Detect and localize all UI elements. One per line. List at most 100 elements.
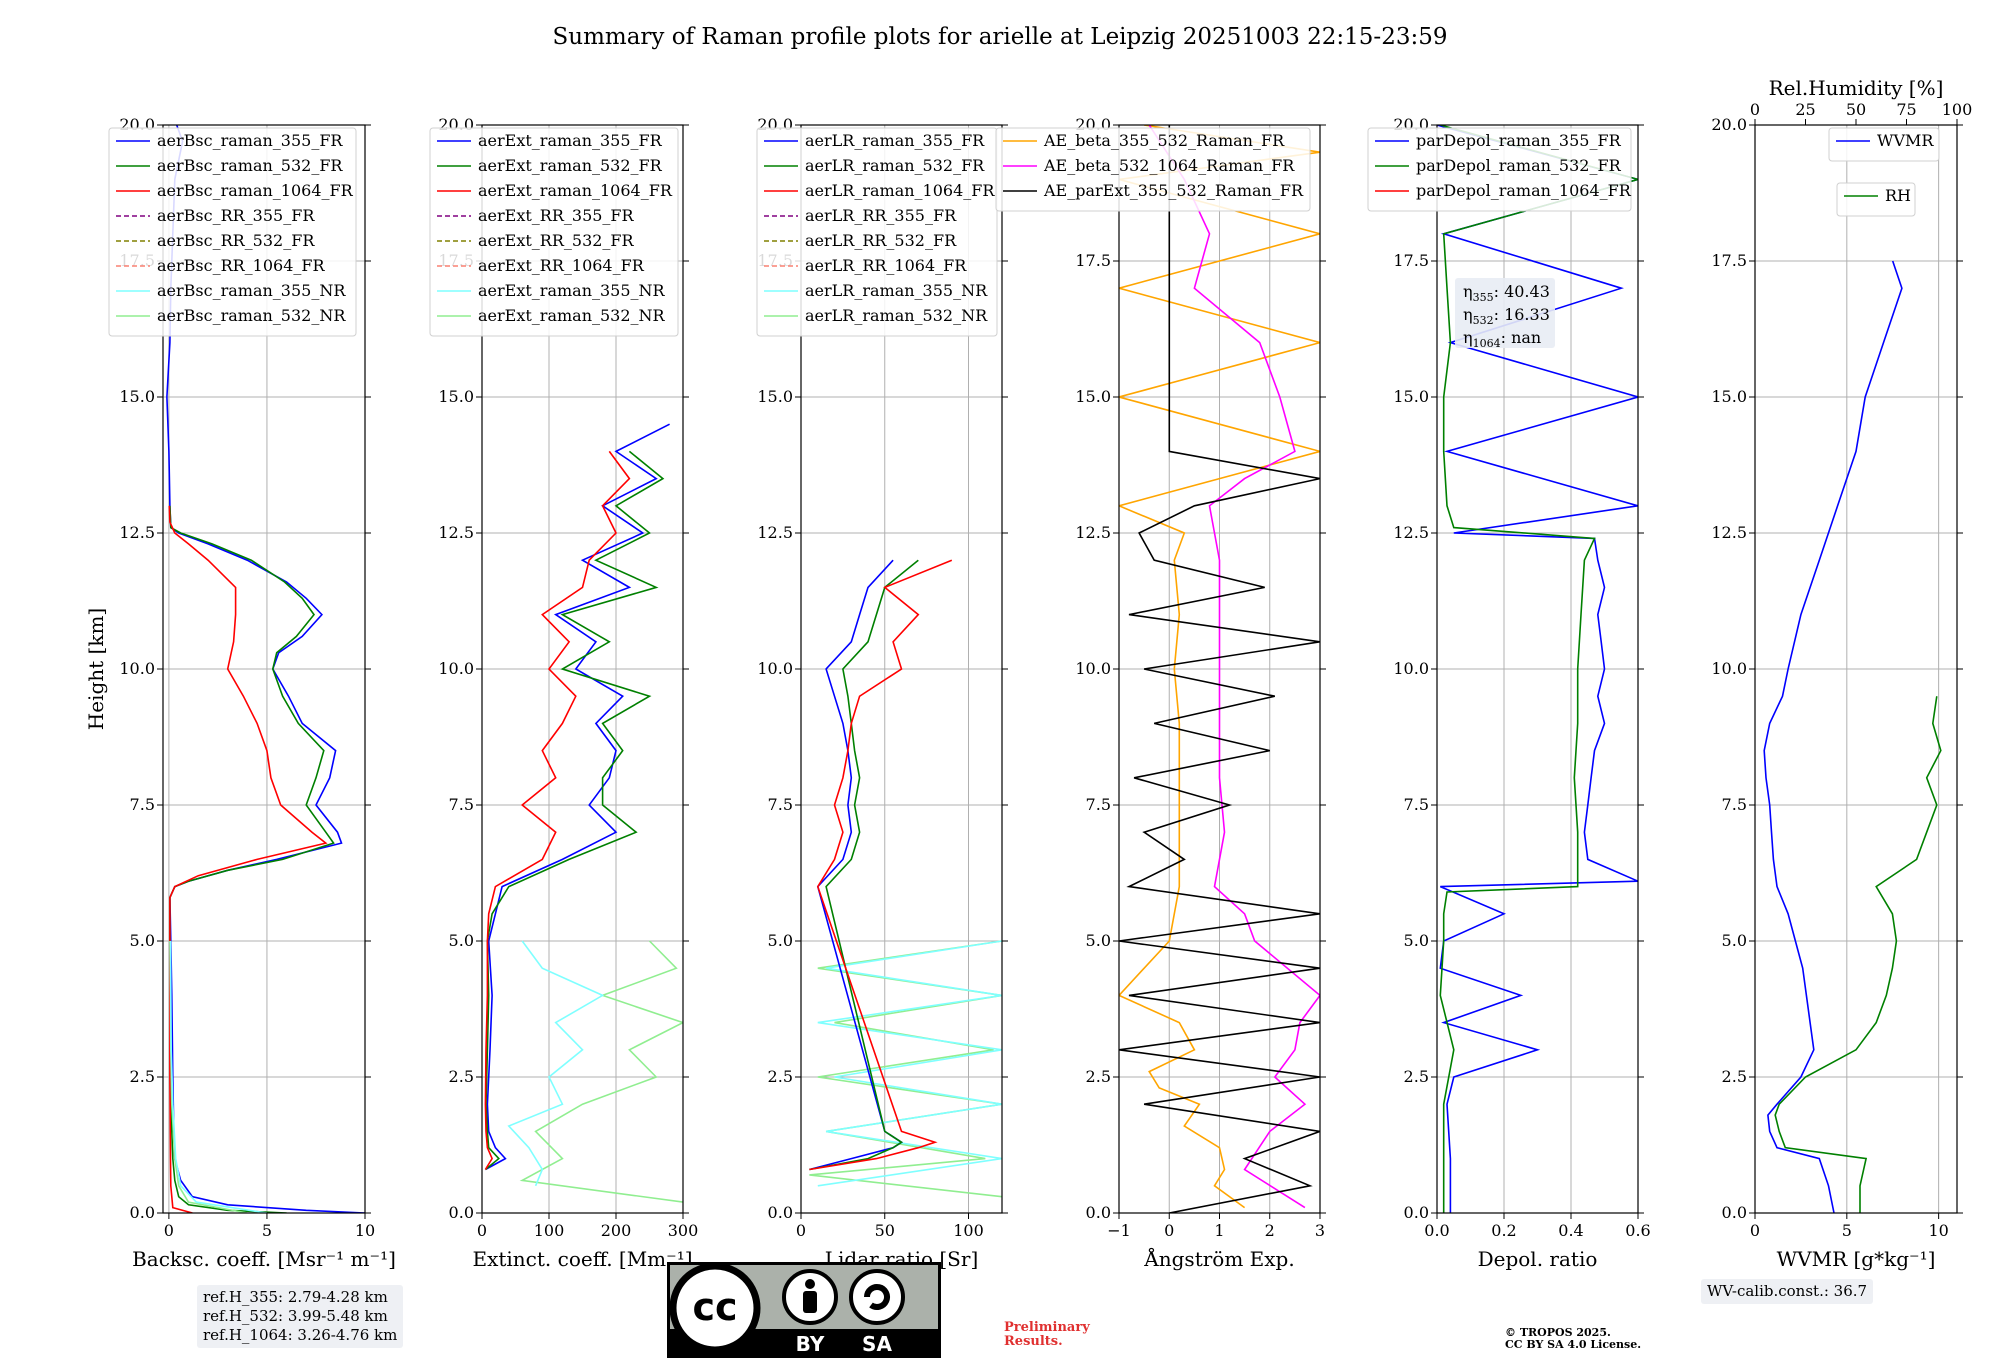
cc-logo-icon: cc — [692, 1285, 737, 1329]
top-tick-label: 100 — [1942, 100, 1973, 119]
legend-label: aerBsc_RR_1064_FR — [157, 256, 326, 275]
y-tick-label: 10.0 — [438, 659, 474, 678]
series-aerBsc_raman_1064_FR — [168, 505, 328, 1213]
legend-label: aerExt_RR_1064_FR — [478, 256, 645, 275]
y-tick-label: 15.0 — [438, 387, 474, 406]
y-tick-label: 10.0 — [1711, 659, 1747, 678]
y-tick-label: 15.0 — [1393, 387, 1429, 406]
x-tick-label: 200 — [601, 1221, 632, 1240]
x-tick-label: 3 — [1315, 1221, 1325, 1240]
y-tick-label: 10.0 — [119, 659, 155, 678]
legend-label: AE_parExt_355_532_Raman_FR — [1043, 181, 1304, 200]
series-aerExt_raman_1064_FR — [484, 450, 631, 1170]
preliminary-line-2: Results. — [1004, 1334, 1063, 1349]
series-aerExt_raman_355_FR — [485, 423, 670, 1171]
panel-dep: 0.0 0.2 0.4 0.6 Depol. ratio 0.0 2.5 5.0 7.5 10.0… — [1367, 115, 1651, 1271]
y-tick-label: 15.0 — [1711, 387, 1747, 406]
ref-height-532: ref.H_532: 3.99-5.48 km — [203, 1307, 388, 1325]
series-parDepol_raman_355_FR — [1437, 125, 1638, 1213]
panel-wv: 0 5 10 WVMR [g*kg⁻¹] 0.0 2.5 5.0 7.5 10.0 12.5 15.… — [1711, 76, 1972, 1271]
legend-label: aerLR_raman_532_FR — [805, 156, 985, 175]
legend: AE_beta_355_532_Raman_FR AE_beta_532_1064… — [995, 127, 1311, 212]
x-tick-label: 0 — [477, 1221, 487, 1240]
copyright-note: © TROPOS 2025. CC BY SA 4.0 License. — [1505, 1327, 1641, 1351]
top-axis-label: Rel.Humidity [%] — [1769, 76, 1944, 100]
x-tick-label: 2 — [1265, 1221, 1275, 1240]
legend-label: aerExt_RR_355_FR — [478, 206, 635, 225]
legend-frame — [1828, 127, 1940, 162]
copyright-line-2: CC BY SA 4.0 License. — [1505, 1338, 1642, 1351]
y-tick-label: 5.0 — [1722, 931, 1747, 950]
x-axis-label: WVMR [g*kg⁻¹] — [1777, 1247, 1936, 1271]
series-aerLR_raman_532_NR — [809, 940, 1002, 1198]
cc-by-sa-badge: cc BY SA — [667, 1262, 941, 1362]
y-tick-label: 17.5 — [1711, 251, 1747, 270]
legend: aerBsc_raman_355_FR aerBsc_raman_532_FRae… — [108, 127, 357, 337]
series-aerBsc_raman_355_NR — [169, 940, 268, 1213]
legend-frame — [429, 127, 679, 337]
series-aerLR_raman_1064_FR — [809, 559, 953, 1171]
series-RH — [1774, 696, 1942, 1213]
y-tick-label: 0.0 — [449, 1203, 474, 1222]
x-tick-label: 0 — [1164, 1221, 1174, 1240]
x-tick-label: 0.2 — [1491, 1221, 1516, 1240]
series-WVMR — [1763, 260, 1903, 1213]
series-aerExt_raman_532_NR — [519, 940, 683, 1203]
preliminary-line-1: Preliminary — [1004, 1320, 1090, 1335]
series-aerLR_raman_532_FR — [809, 559, 919, 1171]
legend-frame — [1836, 182, 1916, 217]
legend-label: parDepol_raman_1064_FR — [1416, 181, 1632, 200]
series-parDepol_raman_532_FR — [1439, 125, 1638, 1213]
x-tick-label: 0 — [796, 1221, 806, 1240]
y-tick-label: 5.0 — [1404, 931, 1429, 950]
series-aerExt_raman_532_FR — [484, 450, 665, 1171]
legend-label: aerExt_RR_532_FR — [478, 231, 635, 250]
eta-line: η355: 40.43 — [1463, 282, 1550, 304]
top-tick-label: 50 — [1846, 100, 1866, 119]
legend-label: aerBsc_raman_532_NR — [157, 306, 346, 325]
y-tick-label: 12.5 — [438, 523, 474, 542]
legend-label: aerLR_raman_532_NR — [805, 306, 988, 325]
y-tick-label: 12.5 — [1393, 523, 1429, 542]
reference-heights-box: ref.H_355: 2.79-4.28 km ref.H_532: 3.99-… — [197, 1285, 404, 1348]
x-axis-label: Extinct. coeff. [Mm⁻¹] — [472, 1247, 692, 1271]
y-tick-label: 0.0 — [1086, 1203, 1111, 1222]
legend-label: RH — [1885, 186, 1911, 205]
series-group — [166, 125, 365, 1213]
y-tick-label: 5.0 — [449, 931, 474, 950]
by-label: BY — [796, 1332, 825, 1356]
legend-label: aerBsc_raman_355_NR — [157, 281, 346, 300]
x-tick-label: 0 — [1750, 1221, 1760, 1240]
legend-label: aerExt_raman_1064_FR — [478, 181, 673, 200]
y-tick-label: 12.5 — [1711, 523, 1747, 542]
legend: aerLR_raman_355_FR aerLR_raman_532_FR aerL… — [756, 127, 998, 337]
copyright-line-1: © TROPOS 2025. — [1505, 1326, 1611, 1339]
y-tick-label: 20.0 — [1711, 115, 1747, 134]
series-group — [484, 423, 683, 1203]
y-tick-label: 2.5 — [1404, 1067, 1429, 1086]
legend-label: aerLR_raman_1064_FR — [805, 181, 995, 200]
legend-label: aerLR_raman_355_FR — [805, 131, 985, 150]
y-tick-label: 0.0 — [1722, 1203, 1747, 1222]
y-axis-label: Height [km] — [84, 608, 108, 730]
figure-title: Summary of Raman profile plots for ariel… — [553, 24, 1448, 50]
y-tick-label: 17.5 — [1075, 251, 1111, 270]
x-tick-label: 300 — [668, 1221, 699, 1240]
series-group — [1119, 125, 1320, 1213]
legend: WVMR — [1828, 127, 1940, 162]
top-tick-label: 75 — [1896, 100, 1916, 119]
preliminary-note: Preliminary Results. — [1004, 1321, 1090, 1349]
legend-label: aerExt_raman_355_NR — [478, 281, 666, 300]
y-tick-label: 5.0 — [768, 931, 793, 950]
wv-calibration-const: WV-calib.const.: 36.7 — [1707, 1282, 1868, 1300]
legend-frame — [1367, 127, 1632, 212]
y-tick-label: 10.0 — [1075, 659, 1111, 678]
series-aerExt_raman_355_NR — [507, 940, 605, 1187]
x-tick-label: 0 — [164, 1221, 174, 1240]
x-tick-label: 100 — [953, 1221, 984, 1240]
y-tick-label: 2.5 — [1086, 1067, 1111, 1086]
ref-height-355: ref.H_355: 2.79-4.28 km — [203, 1288, 388, 1306]
y-tick-label: 12.5 — [757, 523, 793, 542]
